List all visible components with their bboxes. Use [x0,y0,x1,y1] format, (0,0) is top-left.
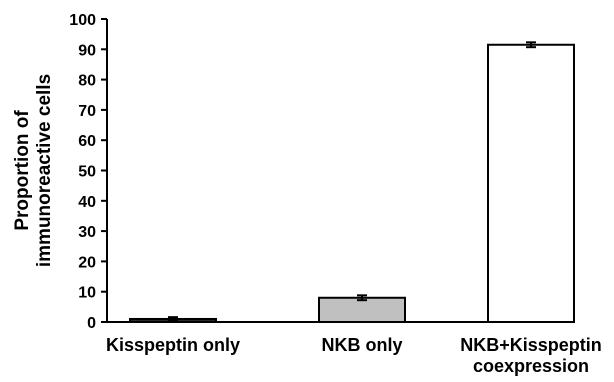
x-tick-labels: Kisspeptin only NKB only NKB+Kisspeptin coe… [106,335,602,376]
x-tick-label: NKB+Kisspeptin coexpression [460,335,602,376]
y-axis-label: Proportion ofimmunoreactive cells [12,74,55,267]
y-axis-title-line: immunoreactive cells [34,74,55,267]
x-tick-label: NKB only [322,335,403,355]
y-axis-title: Proportion ofimmunoreactive cells [12,74,55,267]
y-tick-label: 80 [78,73,96,90]
x-tick-label: Kisspeptin only [106,335,240,355]
y-tick-label: 30 [78,224,96,241]
error-bars [168,41,536,322]
bars [129,43,575,324]
error-bar [357,294,367,302]
x-tick-label-line: Kisspeptin only [106,335,240,355]
y-axis: 0 10 20 30 40 50 60 70 80 90 100 [69,12,108,332]
y-tick-label: 40 [78,194,96,211]
y-tick-label: 90 [78,42,96,59]
y-tick-label: 60 [78,133,96,150]
y-tick-label: 0 [87,315,96,332]
x-tick-label-line: NKB only [322,335,403,355]
y-tick-label: 100 [69,12,96,29]
bar [487,43,575,323]
x-tick-label-line: coexpression [473,356,589,376]
y-tick-label: 20 [78,254,96,271]
y-axis-title-line: Proportion of [12,110,33,231]
error-bar [526,41,536,49]
error-bar [168,316,178,322]
y-tick-label: 70 [78,103,96,120]
bar [318,296,406,324]
y-tick-label: 10 [78,285,96,302]
y-tick-label: 50 [78,164,96,181]
x-tick-label-line: NKB+Kisspeptin [460,335,602,355]
